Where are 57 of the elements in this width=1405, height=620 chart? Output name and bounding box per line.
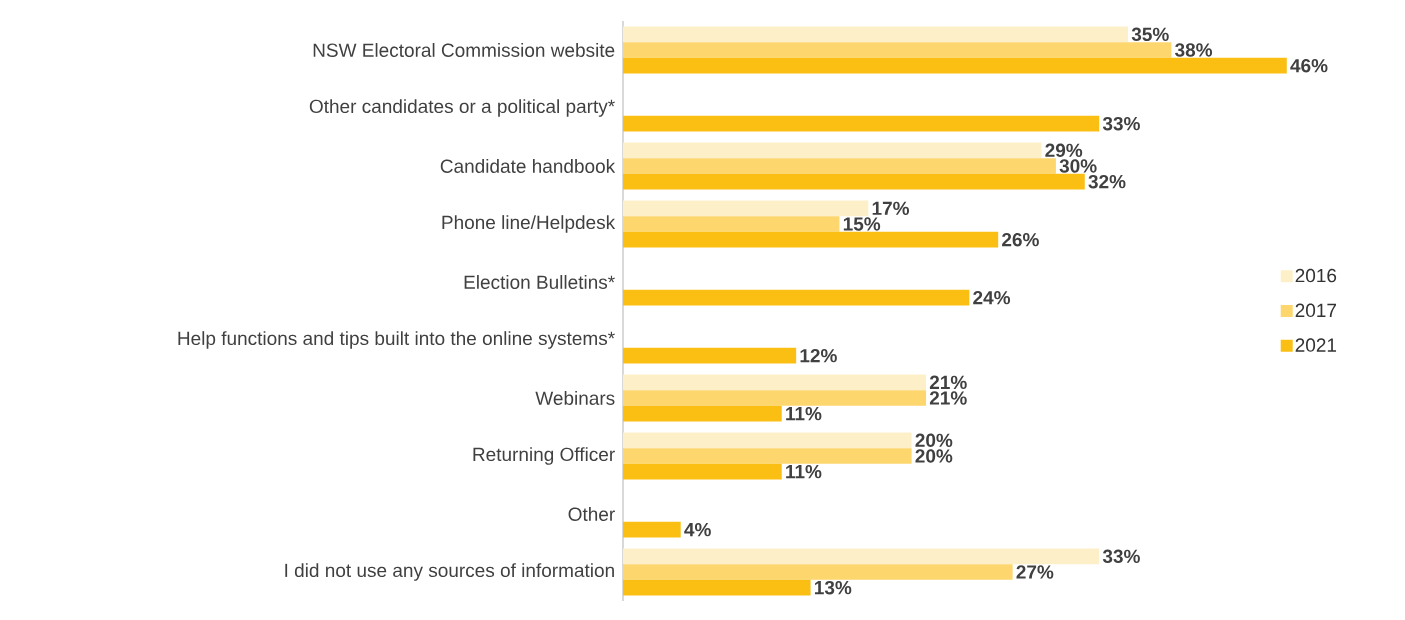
legend-label: 2017 <box>1295 303 1337 318</box>
bar <box>623 463 782 480</box>
bar <box>623 158 1056 174</box>
data-label: 24% <box>973 290 1011 305</box>
bar <box>623 231 999 248</box>
bar <box>623 200 869 217</box>
data-label: 15% <box>843 217 881 231</box>
data-label: 29% <box>1045 143 1083 158</box>
data-label: 38% <box>1174 43 1213 57</box>
bar <box>623 289 970 306</box>
data-label: 20% <box>915 433 953 448</box>
data-label: 46% <box>1290 58 1328 73</box>
bar <box>623 115 1100 132</box>
y-tick-label: Help functions and tips built into the online systems* <box>178 331 615 349</box>
y-tick-label: Phone line/Helpdesk <box>442 215 616 233</box>
bar <box>623 579 811 596</box>
bar <box>623 57 1287 74</box>
bar <box>623 390 927 406</box>
data-label: 27% <box>1016 565 1054 579</box>
data-label: 11% <box>786 406 822 421</box>
data-label: 33% <box>1102 549 1140 564</box>
data-label: 17% <box>872 201 910 216</box>
bar <box>623 448 912 464</box>
y-tick-label: Returning Officer <box>473 447 615 465</box>
bar <box>623 142 1042 159</box>
legend-label: 2021 <box>1295 338 1337 352</box>
bar <box>623 347 797 364</box>
y-tick-label: NSW Electoral Commission website <box>313 43 615 57</box>
data-label: 32% <box>1088 174 1126 189</box>
y-tick-label: Other candidates or a political party* <box>309 99 615 117</box>
data-label: 11% <box>786 464 822 479</box>
data-label: 35% <box>1131 27 1169 42</box>
bar <box>623 521 681 538</box>
bar <box>623 42 1172 58</box>
data-label: 20% <box>915 449 953 463</box>
legend-label: 2016 <box>1295 268 1337 283</box>
data-label: 21% <box>929 391 967 405</box>
bar <box>623 564 1013 580</box>
bar <box>623 173 1085 190</box>
y-tick-label: Election Bulletins* <box>464 275 615 289</box>
bar <box>623 216 840 232</box>
y-tick-label: I did not use any sources of information <box>285 563 614 581</box>
data-label: 26% <box>1002 232 1039 247</box>
y-tick-label: Candidate handbook <box>440 159 616 173</box>
data-label: 33% <box>1102 116 1140 131</box>
bar <box>623 405 782 422</box>
data-label: 4% <box>684 522 711 537</box>
data-label: 21% <box>929 375 967 390</box>
y-tick-label: Other <box>568 507 615 521</box>
bar <box>623 548 1100 565</box>
data-label: 30% <box>1059 159 1097 173</box>
bar <box>623 432 912 449</box>
y-tick-label: Webinars <box>535 391 615 405</box>
bar <box>623 374 927 391</box>
data-label: 12% <box>800 348 837 363</box>
bar <box>623 26 1129 43</box>
data-label: 13% <box>814 580 852 595</box>
